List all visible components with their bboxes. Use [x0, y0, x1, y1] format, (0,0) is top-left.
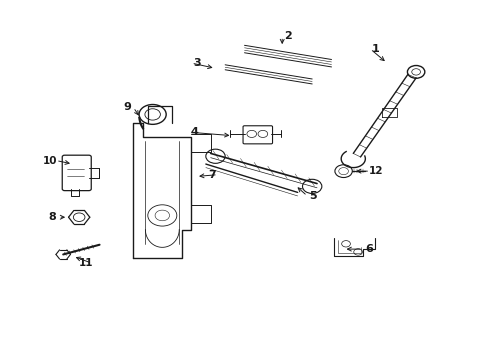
- Text: 1: 1: [371, 44, 379, 54]
- Text: 12: 12: [368, 166, 383, 176]
- Text: 9: 9: [123, 102, 131, 112]
- Text: 4: 4: [190, 127, 198, 137]
- Text: 10: 10: [43, 156, 57, 166]
- Text: 5: 5: [309, 191, 316, 201]
- Text: 8: 8: [49, 212, 56, 222]
- Text: 2: 2: [284, 31, 291, 41]
- Text: 6: 6: [364, 244, 372, 254]
- Text: 11: 11: [79, 258, 94, 268]
- Text: 3: 3: [193, 58, 201, 68]
- Text: 7: 7: [208, 170, 216, 180]
